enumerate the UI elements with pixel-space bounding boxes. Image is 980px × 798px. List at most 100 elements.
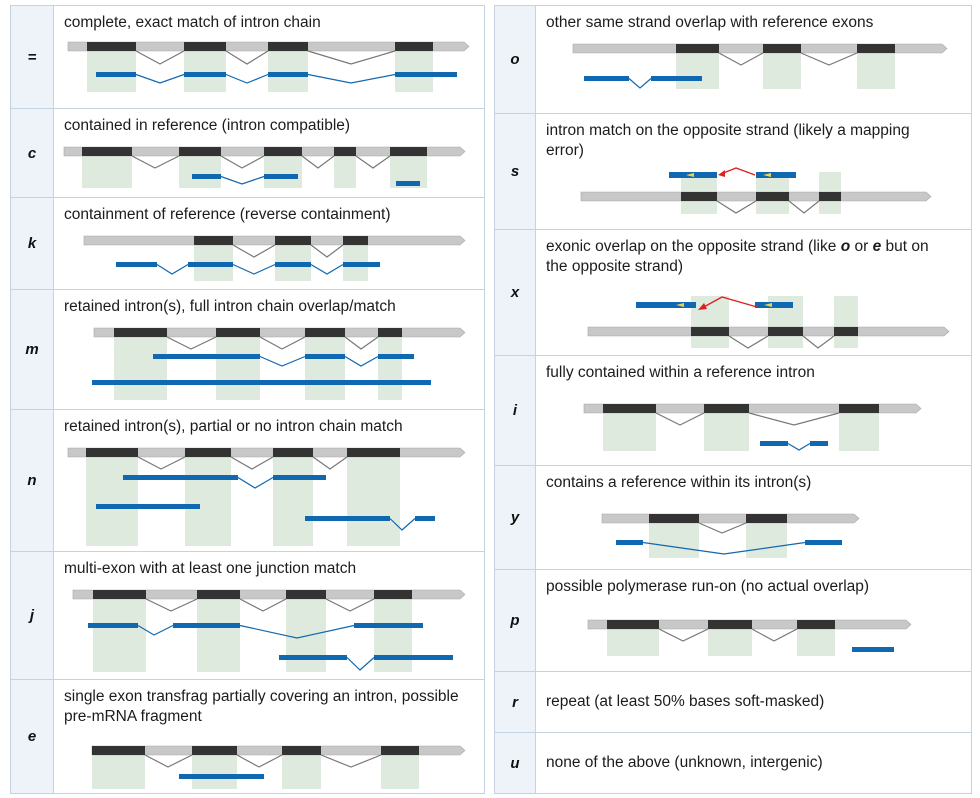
transcript-diagram [67,41,470,92]
left-class-code-table: = complete, exact match of intron chain [10,5,485,794]
reference-transcript [83,235,466,258]
query-transcript [616,540,842,555]
highlight-regions [691,296,858,348]
reference-transcript [583,403,922,426]
code-reference: e [872,238,882,255]
description-text: but on the opposite strand) [546,238,929,275]
class-description: complete, exact match of intron chain [64,14,321,31]
class-description: possible polymerase run-on (no actual ov… [546,578,870,595]
reference-transcript [67,447,466,470]
highlight-regions [93,590,412,672]
class-code: s [495,114,536,229]
query-transcript [584,76,702,89]
query-transcript-opposite-strand [636,302,793,308]
reference-transcript [572,43,948,66]
transcript-diagram [587,296,950,349]
strand-marker-icon [764,303,772,307]
query-transcript [92,354,431,385]
class-description: fully contained within a reference intro… [546,364,815,381]
query-transcript [116,262,380,275]
query-transcript [88,623,453,671]
class-row-c: c contained in reference (intron compati… [11,108,484,197]
strand-marker-icon [686,173,694,177]
transcript-diagram [72,589,466,672]
red-arrow-icon [698,296,758,310]
class-row-n: n retained intron(s), partial or no intr… [11,409,484,551]
class-description: intron match on the opposite strand (lik… [546,122,910,159]
query-transcript-opposite-strand [669,172,796,178]
strand-marker-icon [676,303,684,307]
class-code: e [11,680,54,793]
reference-transcript [67,41,470,65]
transcript-diagram [587,619,912,656]
query-transcript [760,441,828,451]
transcript-diagram [83,235,466,281]
code-reference: o [840,238,851,255]
transcript-diagram [583,403,922,451]
query-transcript [179,774,264,779]
query-transcript [96,72,457,84]
transcript-diagram [63,146,466,188]
class-code: = [11,6,54,108]
reference-transcript [580,191,932,214]
class-description: multi-exon with at least one junction ma… [64,560,357,577]
transcript-diagram [572,43,948,89]
transcript-diagram [91,745,466,789]
class-code: u [495,733,536,793]
class-row-i: i fully contained within a reference int… [495,355,971,465]
class-row-p: p possible polymerase run-on (no actual … [495,569,971,671]
class-description: containment of reference (reverse contai… [64,206,391,223]
class-description: contained in reference (intron compatibl… [64,117,351,134]
class-code: y [495,466,536,569]
class-description: retained intron(s), full intron chain ov… [64,298,396,315]
class-code: o [495,6,536,113]
reference-transcript [63,146,466,169]
class-row-s: s intron match on the opposite strand (l… [495,113,971,229]
class-code: i [495,356,536,465]
class-description: single exon transfrag partially covering… [64,688,459,725]
reference-transcript [587,326,950,349]
reference-transcript [72,589,466,612]
transcript-diagram [601,513,860,558]
class-code: c [11,109,54,197]
class-code: p [495,570,536,671]
reference-transcript [587,619,912,642]
class-row-u: u none of the above (unknown, intergenic… [495,732,971,793]
class-description: contains a reference within its intron(s… [546,474,812,491]
class-row-k: k containment of reference (reverse cont… [11,197,484,289]
transcript-diagram [67,447,466,546]
query-transcript [852,647,894,652]
query-transcript [192,174,420,186]
class-row-y: y contains a reference within its intron… [495,465,971,569]
class-row-e: e single exon transfrag partially coveri… [11,679,484,793]
query-transcript [96,475,435,531]
red-arrow-icon [718,167,756,177]
highlight-regions [86,448,400,546]
class-row-x: x exonic overlap on the opposite strand … [495,229,971,355]
strand-marker-icon [763,173,771,177]
highlight-regions [114,328,402,400]
right-class-code-table: o other same strand overlap with referen… [494,5,972,794]
class-description: exonic overlap on the opposite strand (l… [546,237,951,277]
class-row-equal: = complete, exact match of intron chain [11,6,484,108]
class-code: n [11,410,54,551]
description-text: or [850,238,873,255]
highlight-regions [87,44,433,92]
class-row-r: r repeat (at least 50% bases soft-masked… [495,671,971,732]
transcript-diagram [92,327,466,400]
class-code: j [11,552,54,679]
class-code: k [11,198,54,289]
class-description: other same strand overlap with reference… [546,14,874,31]
class-code: r [495,672,536,732]
class-code: m [11,290,54,409]
class-description: none of the above (unknown, intergenic) [546,754,823,771]
transcript-diagram [580,167,932,214]
reference-transcript [601,513,860,534]
class-row-j: j multi-exon with at least one junction … [11,551,484,679]
class-code: x [495,230,536,355]
reference-transcript [91,745,466,768]
description-text: exonic overlap on the opposite strand (l… [546,238,841,255]
class-description: retained intron(s), partial or no intron… [64,418,403,435]
reference-transcript [93,327,466,350]
class-row-m: m retained intron(s), full intron chain … [11,289,484,409]
